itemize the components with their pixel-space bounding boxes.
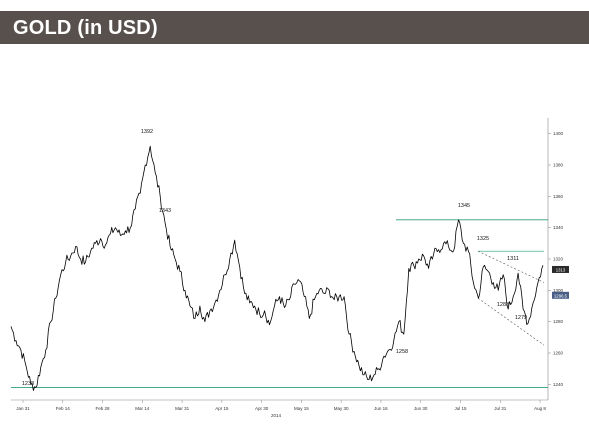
price-annotation: 1325: [477, 236, 489, 242]
price-annotation: 1288: [497, 302, 509, 308]
y-tick-label: 1300: [553, 288, 564, 293]
x-tick-label: Feb 28: [96, 406, 111, 411]
price-annotation: 1392: [141, 129, 153, 135]
y-tick-label: 1240: [553, 382, 564, 387]
trend-line-upper: [477, 250, 545, 283]
x-axis-label: 2014: [271, 413, 282, 418]
x-tick-label: Jul 15: [454, 406, 467, 411]
x-tick-label: Jul 31: [494, 406, 507, 411]
x-tick-label: Jun 16: [374, 406, 388, 411]
x-tick-label: Feb 14: [56, 406, 71, 411]
gold-price-series: [10, 145, 544, 391]
x-tick-label: May 15: [294, 406, 309, 411]
y-tick-label: 1320: [553, 257, 564, 262]
y-tick-label: 1360: [553, 194, 564, 199]
price-annotation: 1311: [507, 256, 519, 262]
x-tick-label: Apr 15: [215, 406, 229, 411]
price-annotation: 1238: [22, 381, 34, 387]
price-annotation: 1258: [396, 349, 408, 355]
y-tick-label: 1380: [553, 163, 564, 168]
x-tick-label: Mar 14: [135, 406, 150, 411]
y-tick-label: 1280: [553, 319, 564, 324]
price-tag-label: 1296.5: [554, 293, 568, 298]
y-tick-label: 1340: [553, 225, 564, 230]
chart-title: GOLD (in USD): [13, 17, 158, 39]
price-tag-box: [552, 265, 569, 273]
y-tick-label: 1260: [553, 351, 564, 356]
x-tick-label: Jun 30: [414, 406, 428, 411]
x-tick-label: Apr 30: [255, 406, 269, 411]
x-tick-label: Jan 31: [16, 406, 30, 411]
price-tag-box: [552, 291, 569, 299]
price-annotation: 1279: [515, 315, 527, 321]
price-tag-label: 1313: [556, 268, 566, 273]
y-tick-label: 1400: [553, 131, 564, 136]
trend-line-lower: [477, 297, 545, 346]
chart-title-bar: GOLD (in USD): [0, 11, 589, 44]
x-tick-label: Mar 31: [175, 406, 190, 411]
price-annotation: 1345: [458, 203, 470, 209]
x-tick-label: Aug 8: [534, 406, 546, 411]
x-tick-label: May 30: [334, 406, 349, 411]
price-annotation: 1343: [159, 208, 171, 214]
